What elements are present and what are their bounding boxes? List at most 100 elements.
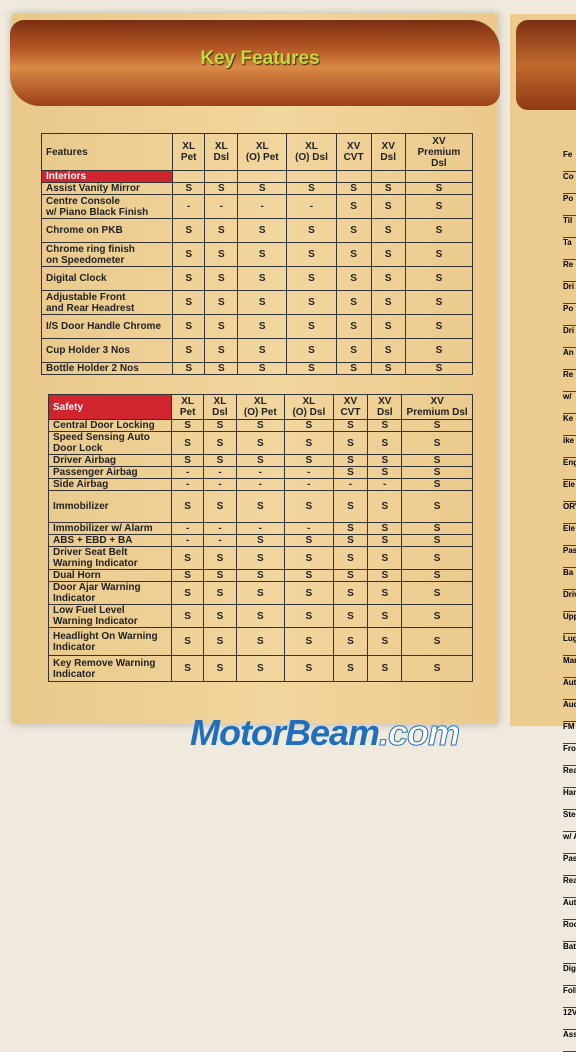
table-row: Adjustable Front and Rear Headrest S S S S S S S (41, 290, 474, 315)
column-header: XV Dsl (370, 133, 406, 171)
feature-name: Central Door Locking (48, 419, 172, 432)
feature-value: - (203, 534, 237, 547)
feature-value: S (332, 581, 369, 605)
table-row: Chrome ring finish on Speedometer S S S S S S S (41, 242, 474, 267)
feature-value: S (404, 338, 474, 363)
feature-value: S (401, 546, 473, 570)
right-page-label: ike (563, 436, 576, 458)
feature-name: Digital Clock (41, 266, 173, 291)
feature-value: S (171, 182, 206, 195)
feature-value: S (332, 419, 369, 432)
feature-value: S (204, 218, 239, 243)
feature-value: S (401, 478, 473, 491)
right-page-label: Driv (563, 590, 576, 612)
feature-name: Door Ajar Warning Indicator (48, 581, 172, 605)
feature-value: S (332, 569, 369, 582)
column-header: XV Premium Dsl (404, 133, 474, 171)
feature-value: S (286, 266, 337, 291)
section-blank-cell (237, 170, 288, 183)
feature-value: S (235, 569, 286, 582)
column-header: XL (O) Dsl (286, 133, 337, 171)
right-page-label: Stee (563, 810, 576, 832)
feature-name: ABS + EBD + BA (48, 534, 172, 547)
feature-value: S (367, 655, 403, 682)
right-page-label: Ele (563, 480, 576, 502)
feature-value: S (237, 338, 288, 363)
feature-name: Key Remove Warning Indicator (48, 655, 172, 682)
watermark-suffix: .com (379, 712, 461, 754)
feature-value: - (284, 522, 334, 535)
table-row: Chrome on PKB S S S S S S S (41, 218, 474, 243)
feature-value: S (170, 431, 205, 455)
feature-value: S (401, 655, 473, 682)
feature-value: S (367, 431, 403, 455)
column-header: XV Premium Dsl (401, 394, 473, 420)
feature-value: S (235, 419, 286, 432)
table-row: Driver Airbag S S S S S S S (48, 454, 473, 467)
feature-value: S (401, 534, 473, 547)
watermark: MotorBeam.com (190, 712, 570, 754)
right-page-label: Rear (563, 766, 576, 788)
section-blank-cell (404, 170, 474, 183)
feature-value: S (370, 218, 406, 243)
feature-value: S (401, 454, 473, 467)
interiors-table: Features XL Pet XL Dsl XL (O) Pet XL (O) Dsl XV CV… (41, 133, 474, 375)
feature-value: S (203, 431, 237, 455)
feature-value: S (204, 290, 239, 315)
feature-value: S (284, 604, 334, 628)
right-page-label: Pas (563, 546, 576, 568)
feature-value: S (204, 362, 239, 375)
table-row: Central Door Locking S S S S S S S (48, 419, 473, 432)
feature-value: S (367, 466, 403, 479)
feature-value: S (332, 546, 369, 570)
feature-value: S (370, 194, 406, 219)
feature-value: S (204, 338, 239, 363)
table-row: Door Ajar Warning Indicator S S S S S S S (48, 581, 473, 605)
section-label-safety: Safety (48, 394, 172, 420)
feature-value: S (170, 569, 205, 582)
feature-value: S (335, 338, 372, 363)
feature-value: S (404, 194, 474, 219)
feature-value: S (284, 627, 334, 656)
feature-value: - (170, 522, 205, 535)
feature-value: S (204, 266, 239, 291)
column-header: XL (O) Pet (237, 133, 288, 171)
safety-table: Safety XL Pet XL Dsl XL (O) Pet XL (O) Dsl XV CVT X… (48, 394, 473, 682)
feature-value: S (170, 627, 205, 656)
feature-value: S (332, 431, 369, 455)
right-page-label: Digit (563, 964, 576, 986)
feature-value: S (286, 362, 337, 375)
section-blank-cell (204, 170, 239, 183)
feature-value: S (284, 569, 334, 582)
right-page-label: Ke (563, 414, 576, 436)
right-page-label: Follo (563, 986, 576, 1008)
header-row: Features XL Pet XL Dsl XL (O) Pet XL (O) Dsl XV CV… (41, 133, 474, 171)
feature-name: Speed Sensing Auto Door Lock (48, 431, 172, 455)
feature-value: S (170, 490, 205, 523)
feature-value: S (370, 290, 406, 315)
feature-value: S (286, 290, 337, 315)
feature-name: Dual Horn (48, 569, 172, 582)
feature-name: Centre Console w/ Piano Black Finish (41, 194, 173, 219)
feature-name: Passenger Airbag (48, 466, 172, 479)
right-page-label: Rear (563, 876, 576, 898)
right-page-label: Aud (563, 700, 576, 722)
feature-value: S (401, 490, 473, 523)
feature-value: - (171, 194, 206, 219)
feature-value: S (286, 182, 337, 195)
feature-value: - (235, 466, 286, 479)
feature-name: Assist Vanity Mirror (41, 182, 173, 195)
right-page-label: Po (563, 194, 576, 216)
feature-value: S (171, 242, 206, 267)
table-row: Side Airbag - - - - - - S (48, 478, 473, 491)
right-page-label: Co (563, 172, 576, 194)
feature-value: S (235, 490, 286, 523)
feature-value: S (367, 534, 403, 547)
right-page-label: 12V (563, 1008, 576, 1030)
feature-value: S (237, 182, 288, 195)
column-header: XL Dsl (203, 394, 237, 420)
column-header: XL (O) Pet (235, 394, 286, 420)
header-row: Safety XL Pet XL Dsl XL (O) Pet XL (O) Dsl XV CVT X… (48, 394, 473, 420)
feature-value: S (367, 569, 403, 582)
feature-value: S (335, 362, 372, 375)
